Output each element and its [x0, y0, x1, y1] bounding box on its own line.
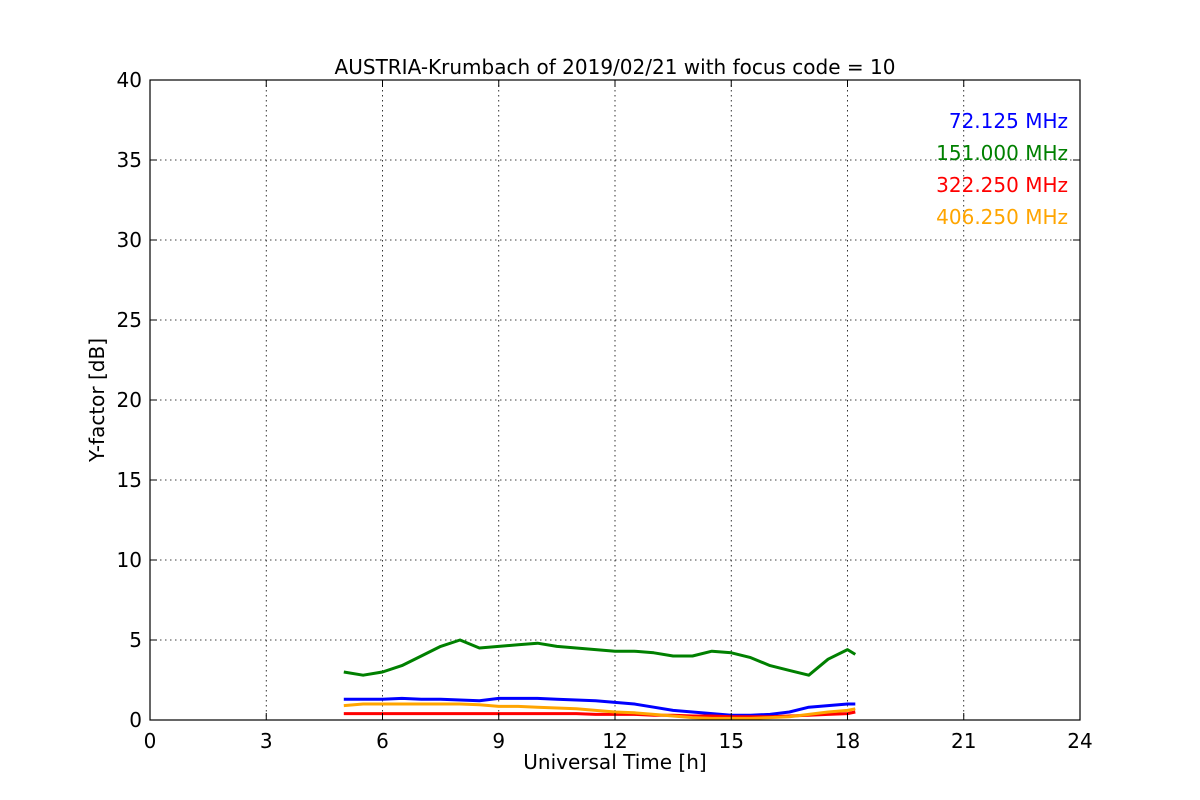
- legend: 72.125 MHz 151.000 MHz 322.250 MHz 406.250 …: [936, 109, 1068, 229]
- y-tick-label: 0: [129, 708, 142, 732]
- y-tick-label: 20: [117, 388, 142, 412]
- legend-entry: 322.250 MHz: [936, 173, 1068, 197]
- x-tick-label: 12: [602, 729, 627, 753]
- series-line: [343, 696, 856, 717]
- y-tick-label: 30: [117, 228, 142, 252]
- y-tick-label: 5: [129, 628, 142, 652]
- y-tick-label: 40: [117, 68, 142, 92]
- grid: [150, 80, 1080, 720]
- ticks: 0 3 6 9 12 15 18 21 24 0 5 10 15 20 25 30 35 40: [117, 68, 1093, 753]
- x-tick-label: 0: [144, 729, 157, 753]
- x-tick-label: 15: [719, 729, 744, 753]
- x-axis-label: Universal Time [h]: [523, 750, 706, 774]
- y-tick-label: 35: [117, 148, 142, 172]
- x-tick-label: 3: [260, 729, 273, 753]
- y-axis-label: Y-factor [dB]: [85, 338, 109, 463]
- x-tick-label: 18: [835, 729, 860, 753]
- legend-entry: 406.250 MHz: [936, 205, 1068, 229]
- series-line: [343, 638, 857, 677]
- y-tick-label: 15: [117, 468, 142, 492]
- series-layer: [343, 638, 857, 720]
- y-tick-label: 25: [117, 308, 142, 332]
- chart-title: AUSTRIA-Krumbach of 2019/02/21 with focu…: [335, 55, 896, 79]
- legend-entry: 72.125 MHz: [949, 109, 1068, 133]
- legend-entry: 151.000 MHz: [936, 141, 1068, 165]
- series-line: [343, 702, 856, 720]
- x-tick-label: 24: [1067, 729, 1092, 753]
- x-tick-label: 6: [376, 729, 389, 753]
- x-tick-label: 21: [951, 729, 976, 753]
- x-tick-label: 9: [492, 729, 505, 753]
- y-tick-label: 10: [117, 548, 142, 572]
